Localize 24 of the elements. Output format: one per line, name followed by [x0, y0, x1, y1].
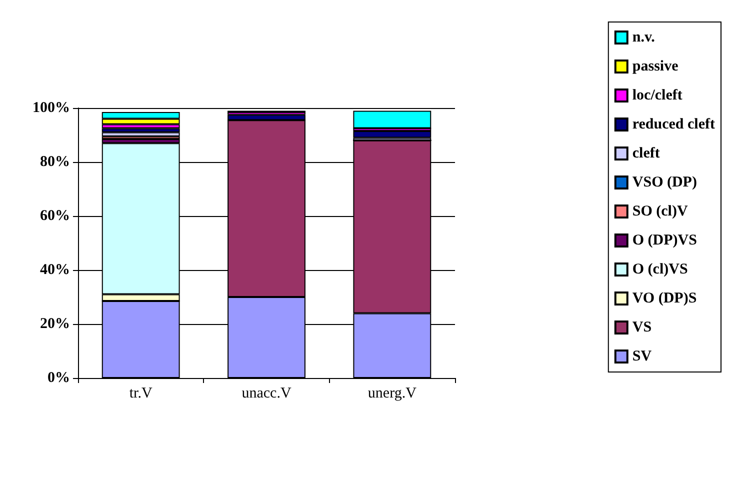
legend-label: VS — [632, 320, 652, 336]
legend-label: loc/cleft — [632, 88, 682, 104]
x-tick-label: unacc.V — [242, 386, 292, 402]
legend-label: O (DP)VS — [632, 232, 697, 248]
bar — [353, 130, 432, 138]
legend-label: cleft — [632, 146, 660, 162]
legend-label: reduced cleft — [632, 116, 716, 132]
y-tick-label: 80% — [40, 154, 70, 170]
legend-label: n.v. — [632, 30, 656, 46]
legend-label: passive — [632, 58, 679, 74]
legend-label: O (cl)VS — [632, 262, 688, 278]
y-tick-label: 20% — [40, 316, 70, 332]
y-tick-label: 0% — [48, 370, 70, 386]
x-tick-label: tr.V — [129, 386, 152, 402]
legend-label: SO (cl)V — [632, 204, 688, 220]
bar — [102, 128, 180, 132]
legend-label: SV — [632, 348, 652, 364]
x-tick-label: unerg.V — [368, 386, 417, 402]
y-tick-label: 40% — [40, 262, 70, 278]
y-tick-label: 60% — [40, 208, 70, 224]
legend-label: VSO (DP) — [632, 174, 697, 190]
y-tick-label: 100% — [32, 100, 70, 116]
bar — [102, 132, 180, 136]
legend-label: VO (DP)S — [632, 290, 697, 306]
